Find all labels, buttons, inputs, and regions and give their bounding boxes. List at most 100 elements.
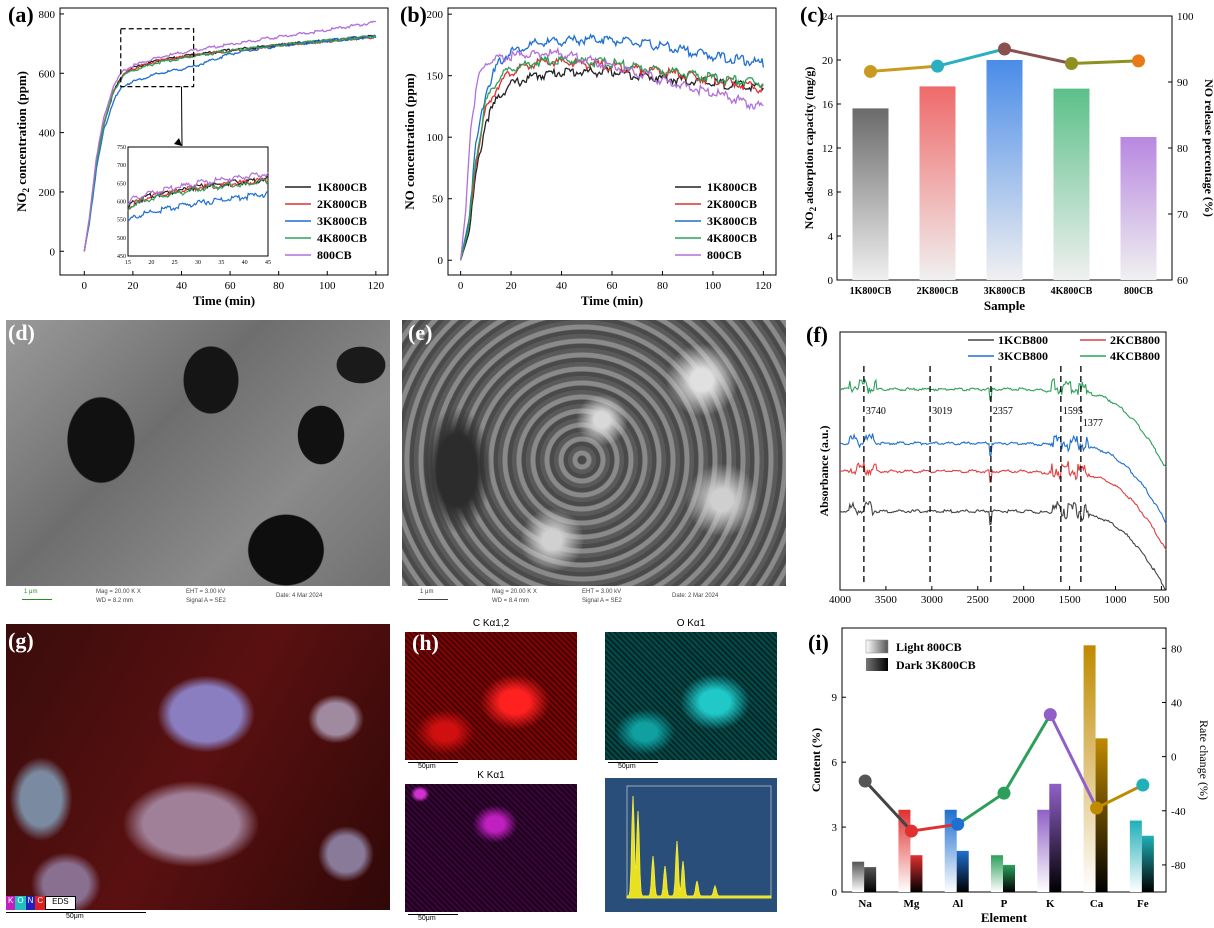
eds-composite-g: K O N C EDS 50μm <box>6 624 390 922</box>
x-tick-label: Ca <box>1090 898 1104 910</box>
legend-label: 3K800CB <box>707 214 757 228</box>
legend-label: 3K800CB <box>317 214 367 228</box>
x-tick-label: 100 <box>705 280 722 292</box>
badge-n: N <box>25 896 36 910</box>
legend-label: 1K800CB <box>707 180 757 194</box>
bar-3K800CB-Ca <box>1095 738 1108 892</box>
y-tick-label: 16 <box>822 99 834 111</box>
bar-800CB-Ca <box>1083 645 1096 892</box>
sem-wd: WD = 8.4 mm <box>492 598 529 604</box>
x-tick-label: 1K800CB <box>850 286 892 297</box>
y2-axis-label: NO release percentage (%) <box>1202 79 1214 217</box>
scale-bar-label: 1 μm <box>24 589 38 595</box>
series-line-4K800CB <box>83 35 377 252</box>
x-tick-label: 800CB <box>1124 286 1153 297</box>
inset-line-1K800CB <box>127 175 269 209</box>
x-tick-label: 120 <box>368 280 385 292</box>
rate-line-segment <box>911 822 958 833</box>
rate-line-segment <box>1095 783 1144 810</box>
panel-label-i: (i) <box>808 630 829 655</box>
bar-800CB-Na <box>852 861 865 892</box>
rate-point-K <box>1043 708 1057 722</box>
rate-line-segment <box>1048 713 1098 809</box>
y-tick-label: 24 <box>822 11 834 23</box>
legend-label: 4KCB800 <box>1110 349 1160 363</box>
sem-micrograph-e <box>402 320 786 586</box>
panel-label-c: (c) <box>800 2 825 27</box>
series-line-3K800CB <box>459 32 765 261</box>
inset-line-4K800CB <box>127 178 269 211</box>
legend-label: 800CB <box>707 248 742 262</box>
rate-point-Fe <box>1136 778 1150 792</box>
x-axis-label: Element <box>981 910 1028 925</box>
badge-eds: EDS <box>45 896 76 910</box>
y2-tick-label: 100 <box>1177 11 1194 23</box>
panel-label-f: (f) <box>806 322 828 347</box>
eds-title-k: K Kα1 <box>477 770 505 781</box>
y2-tick-label: 60 <box>1177 275 1189 287</box>
y2-axis-label: Rate change (%) <box>1197 720 1211 800</box>
x-axis-label: Time (min) <box>193 293 255 308</box>
x-tick-label: 0 <box>458 280 464 292</box>
x-tick-label: 40 <box>176 280 188 292</box>
y2-tick-label: 80 <box>1177 143 1189 155</box>
inset-y-tick-label: 500 <box>117 236 126 242</box>
x-tick-label: 4K800CB <box>1051 286 1093 297</box>
bar-2K800CB <box>919 86 956 281</box>
y-axis-label: Absorbance (a.u.) <box>817 425 831 516</box>
y2-tick-label: 40 <box>1171 697 1183 709</box>
badge-o: O <box>15 896 26 910</box>
bar-3K800CB-P <box>1003 864 1015 892</box>
rate-point-P <box>997 786 1011 800</box>
bar-800CB-Al <box>944 809 957 892</box>
chart-c-adsorption-capacity: 1K800CB 2K800CB 3K800CB 4K800CB 800CB 0 4 8 12 16… <box>802 11 1214 313</box>
bar-3K800CB-Na <box>864 867 877 892</box>
scale-bar-label: 1 μm <box>420 589 434 595</box>
peak-label: 2357 <box>993 406 1013 417</box>
inset-x-tick-label: 20 <box>148 260 154 266</box>
x-tick-label: 80 <box>273 280 285 292</box>
inset-y-tick-label: 700 <box>117 163 126 169</box>
y-axis-label: Content (%) <box>809 728 823 792</box>
y-tick-label: 0 <box>50 246 56 258</box>
inset-x-tick-label: 30 <box>195 260 201 266</box>
spectrum-4KCB800 <box>839 378 1167 468</box>
legend-label: 2KCB800 <box>1110 333 1160 347</box>
x-tick-label: 1000 <box>1104 594 1127 606</box>
inset-y-tick-label: 750 <box>117 145 126 151</box>
inset-x-tick-label: 35 <box>218 260 224 266</box>
legend-label: 1K800CB <box>317 180 367 194</box>
x-tick-label: Mg <box>903 898 919 910</box>
y-tick-label: 400 <box>39 128 56 140</box>
sem-signal: Signal A = SE2 <box>186 598 226 604</box>
bar-800CB-Fe <box>1129 820 1142 892</box>
plot-frame <box>839 331 1167 591</box>
y-axis-label: NO concentration (ppm) <box>402 73 417 210</box>
legend-label: Dark 3K800CB <box>896 658 976 672</box>
y-tick-label: 600 <box>39 68 56 80</box>
sem-mag: Mag = 20.00 K X <box>492 589 537 595</box>
sem-mag: Mag = 20.00 K X <box>96 589 141 595</box>
zoom-box <box>120 28 195 88</box>
scale-bar-label: 50μm <box>66 913 84 920</box>
spectrum-2KCB800 <box>839 461 1167 551</box>
x-tick-label: K <box>1046 898 1055 910</box>
sem-signal: Signal A = SE2 <box>582 598 622 604</box>
sem-micrograph-d <box>6 320 390 586</box>
y-tick-label: 200 <box>427 9 444 21</box>
series-line-3K800CB <box>83 34 377 252</box>
y2-tick-label: -40 <box>1171 806 1186 818</box>
legend-label: 4K800CB <box>707 231 757 245</box>
sem-footer-e: 1 μm Mag = 20.00 K X WD = 8.4 mm EHT = 3… <box>402 586 786 608</box>
inset-line-3K800CB <box>127 191 269 221</box>
x-tick-label: 1500 <box>1059 594 1082 606</box>
bar-4K800CB <box>1053 88 1090 280</box>
y-tick-label: 800 <box>39 9 56 21</box>
release-point-4K800CB <box>1065 57 1078 71</box>
scale-bar <box>418 599 448 600</box>
x-axis-label: Time (min) <box>581 293 643 308</box>
peak-label: 3740 <box>866 406 886 417</box>
scale-bar <box>408 762 458 763</box>
panel-label-h: (h) <box>412 630 439 655</box>
y2-tick-label: 80 <box>1171 643 1183 655</box>
